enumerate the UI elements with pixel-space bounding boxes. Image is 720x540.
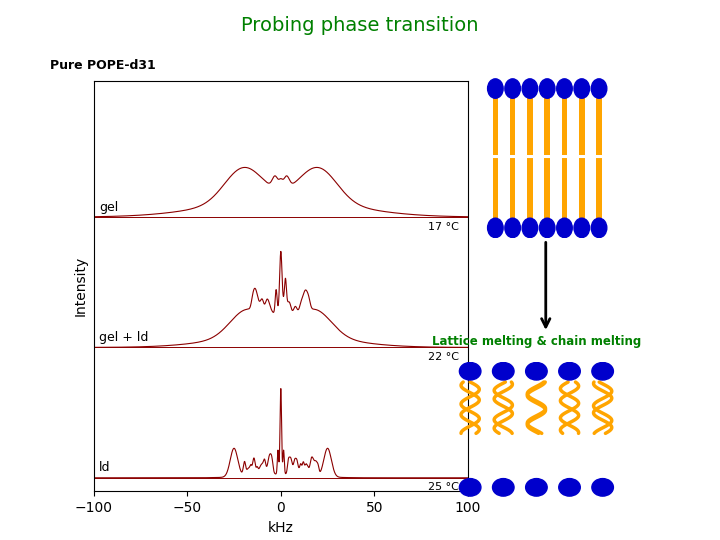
- Circle shape: [592, 362, 613, 380]
- Circle shape: [487, 79, 503, 98]
- Circle shape: [539, 79, 555, 98]
- Bar: [492, 92, 498, 155]
- Text: ld: ld: [99, 461, 111, 475]
- Circle shape: [557, 218, 572, 238]
- Bar: [579, 92, 585, 155]
- X-axis label: kHz: kHz: [268, 521, 294, 535]
- Circle shape: [591, 79, 607, 98]
- Circle shape: [559, 478, 580, 496]
- Circle shape: [505, 218, 521, 238]
- Text: gel + ld: gel + ld: [99, 331, 148, 344]
- Text: Lattice melting & chain melting: Lattice melting & chain melting: [432, 335, 642, 348]
- Circle shape: [526, 362, 547, 380]
- Bar: [527, 92, 533, 155]
- Circle shape: [492, 362, 514, 380]
- Bar: [562, 157, 567, 223]
- Bar: [510, 157, 516, 223]
- Circle shape: [557, 79, 572, 98]
- Bar: [596, 92, 602, 155]
- Circle shape: [487, 218, 503, 238]
- Bar: [579, 157, 585, 223]
- Circle shape: [505, 79, 521, 98]
- Text: gel: gel: [99, 201, 119, 214]
- Text: Probing phase transition: Probing phase transition: [241, 16, 479, 35]
- Bar: [544, 92, 550, 155]
- Bar: [544, 157, 550, 223]
- Y-axis label: Intensity: Intensity: [74, 256, 88, 316]
- Circle shape: [522, 218, 538, 238]
- Circle shape: [492, 478, 514, 496]
- Circle shape: [522, 79, 538, 98]
- Bar: [596, 157, 602, 223]
- Text: 22 °C: 22 °C: [428, 352, 459, 362]
- Bar: [562, 92, 567, 155]
- Bar: [527, 157, 533, 223]
- Circle shape: [539, 218, 555, 238]
- Circle shape: [526, 478, 547, 496]
- Text: 25 °C: 25 °C: [428, 482, 459, 492]
- Circle shape: [592, 478, 613, 496]
- Circle shape: [559, 362, 580, 380]
- Bar: [492, 157, 498, 223]
- Circle shape: [574, 79, 590, 98]
- Circle shape: [459, 362, 481, 380]
- Text: Pure POPE-d31: Pure POPE-d31: [50, 59, 156, 72]
- Text: 17 °C: 17 °C: [428, 221, 459, 232]
- Bar: [510, 92, 516, 155]
- Circle shape: [574, 218, 590, 238]
- Circle shape: [591, 218, 607, 238]
- Circle shape: [459, 478, 481, 496]
